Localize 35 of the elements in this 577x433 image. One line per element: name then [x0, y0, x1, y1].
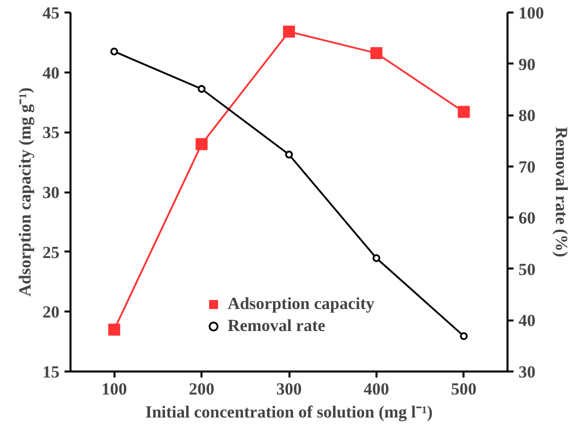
x-tick-label: 200: [188, 380, 214, 398]
point: [198, 85, 206, 93]
y-tick-label: 35: [42, 123, 60, 142]
x-tick-label: 400: [364, 380, 390, 398]
point: [108, 324, 120, 336]
y-tick-label: 40: [42, 63, 60, 82]
point: [283, 26, 295, 38]
y2-tick-label: 40: [518, 311, 536, 330]
y-tick-label: 45: [42, 4, 60, 22]
y2-tick-label: 30: [518, 362, 536, 382]
x-tick-label: 500: [451, 380, 477, 398]
x-axis-title: Initial concentration of solution (mg l⁻¹): [145, 402, 433, 422]
y2-tick-label: 70: [518, 157, 536, 176]
y2-tick-label: 100: [518, 4, 544, 22]
y-tick-label: 15: [42, 362, 60, 382]
point: [196, 138, 208, 150]
y2-tick-label: 90: [518, 54, 536, 74]
point: [460, 332, 468, 340]
y-axis-title: Adsorption capacity (mg g⁻¹): [16, 88, 34, 296]
y2-tick-label: 60: [518, 208, 536, 228]
point: [285, 150, 293, 158]
point: [370, 47, 382, 60]
point: [110, 48, 118, 56]
y2-axis-title: Removal rate (%): [552, 126, 571, 258]
x-tick-label: 300: [276, 380, 302, 398]
y-tick-label: 20: [42, 302, 60, 322]
y-tick-label: 25: [42, 242, 60, 262]
y2-tick-label: 80: [518, 106, 536, 126]
y2-tick-label: 50: [518, 260, 536, 279]
x-tick-label: 100: [101, 380, 127, 398]
point: [372, 254, 380, 262]
point: [458, 106, 470, 118]
legend-label: Removal rate: [228, 316, 326, 336]
legend-label: Adsorption capacity: [228, 294, 374, 314]
y-tick-label: 30: [42, 183, 60, 202]
